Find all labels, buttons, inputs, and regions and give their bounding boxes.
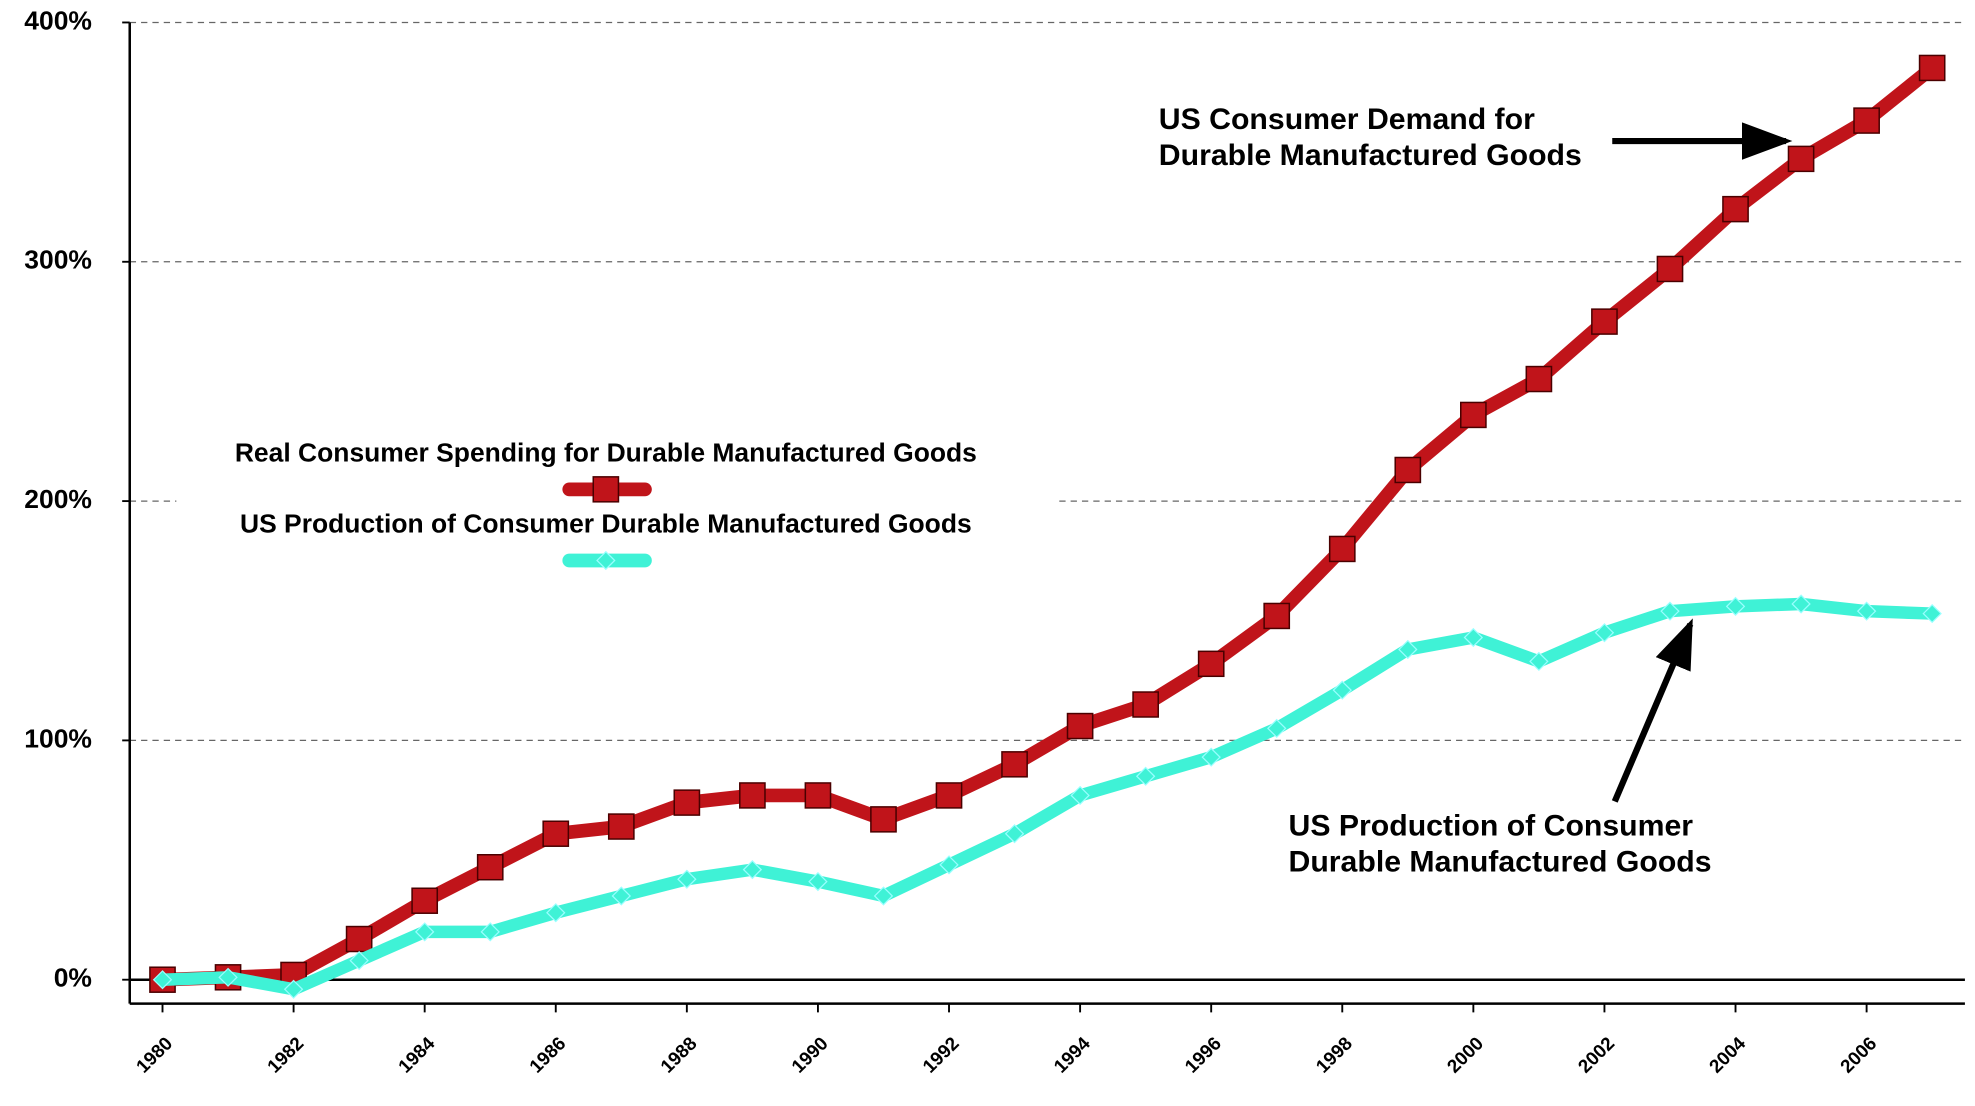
arrow <box>1611 618 1694 803</box>
marker <box>677 869 697 889</box>
marker <box>349 950 369 971</box>
marker <box>1722 195 1749 223</box>
marker <box>1328 535 1356 563</box>
marker <box>1263 602 1291 630</box>
series-line <box>162 62 1937 987</box>
marker <box>152 970 173 990</box>
marker <box>808 871 828 892</box>
marker <box>873 886 894 906</box>
x-tick-label: 2006 <box>1836 1033 1881 1077</box>
x-tick-label: 2004 <box>1705 1032 1750 1077</box>
marker <box>1267 718 1287 739</box>
marker <box>1135 766 1156 786</box>
series <box>149 54 1946 999</box>
x-tick-label: 1998 <box>1312 1033 1357 1077</box>
marker <box>1398 639 1418 660</box>
legend-marker <box>592 476 620 503</box>
marker <box>1070 785 1090 806</box>
annotation: Durable Manufactured Goods <box>1159 139 1582 172</box>
marker <box>345 925 373 953</box>
marker <box>218 967 238 987</box>
marker <box>1201 747 1221 767</box>
y-tick-label: 100% <box>24 723 92 753</box>
x-tick-label: 1982 <box>263 1033 308 1077</box>
annotation: US Consumer Demand for <box>1159 103 1535 136</box>
marker <box>1197 650 1225 678</box>
x-tick-label: 1992 <box>918 1033 963 1077</box>
legend-label: Real Consumer Spending for Durable Manuf… <box>235 437 977 467</box>
marker <box>742 860 763 880</box>
marker <box>1066 712 1094 740</box>
marker <box>480 922 500 942</box>
marker <box>1918 54 1946 82</box>
x-tick-label: 1990 <box>787 1033 832 1077</box>
marker <box>1529 651 1549 672</box>
marker <box>1856 601 1877 621</box>
marker <box>1332 680 1352 700</box>
marker <box>1791 594 1811 614</box>
x-tick-label: 1996 <box>1180 1033 1225 1077</box>
x-tick-label: 2000 <box>1443 1033 1488 1077</box>
marker <box>939 855 959 875</box>
marker <box>1656 255 1684 283</box>
marker <box>804 782 832 809</box>
marker <box>607 813 635 840</box>
marker <box>1591 308 1618 335</box>
marker <box>1594 623 1615 643</box>
annotation: US Production of Consumer <box>1289 810 1694 843</box>
marker <box>476 854 504 881</box>
x-tick-label: 1980 <box>132 1033 177 1077</box>
x-tick-label: 1986 <box>525 1033 570 1077</box>
marker <box>1853 107 1880 134</box>
x-tick-label: 1988 <box>656 1033 701 1077</box>
legend-marker <box>596 550 616 571</box>
legend-label: US Production of Consumer Durable Manufa… <box>240 509 972 539</box>
marker <box>1460 401 1487 429</box>
marker <box>1725 596 1746 617</box>
marker <box>1001 751 1028 778</box>
marker <box>1394 456 1422 484</box>
marker <box>1132 691 1159 718</box>
y-tick-label: 300% <box>24 245 92 275</box>
marker <box>1525 365 1553 393</box>
y-tick-label: 200% <box>24 484 92 514</box>
x-tick-label: 2002 <box>1574 1033 1619 1077</box>
marker <box>542 820 570 847</box>
marker <box>1787 145 1815 173</box>
marker <box>870 806 897 833</box>
marker <box>1004 824 1025 844</box>
marker <box>411 887 439 914</box>
marker <box>1463 627 1484 648</box>
marker <box>935 782 963 809</box>
y-tick-label: 400% <box>24 5 92 35</box>
series-line <box>162 597 1933 996</box>
y-tick-label: 0% <box>54 963 92 993</box>
annotation: Durable Manufactured Goods <box>1289 846 1712 879</box>
x-tick-label: 1984 <box>394 1032 439 1077</box>
marker <box>739 782 766 809</box>
marker <box>546 903 566 923</box>
marker <box>414 922 435 942</box>
marker <box>673 789 701 816</box>
marker <box>611 886 632 906</box>
legend: Real Consumer Spending for Durable Manuf… <box>176 430 1056 587</box>
marker <box>283 979 304 999</box>
x-tick-label: 1994 <box>1049 1032 1094 1077</box>
marker <box>1922 603 1942 624</box>
